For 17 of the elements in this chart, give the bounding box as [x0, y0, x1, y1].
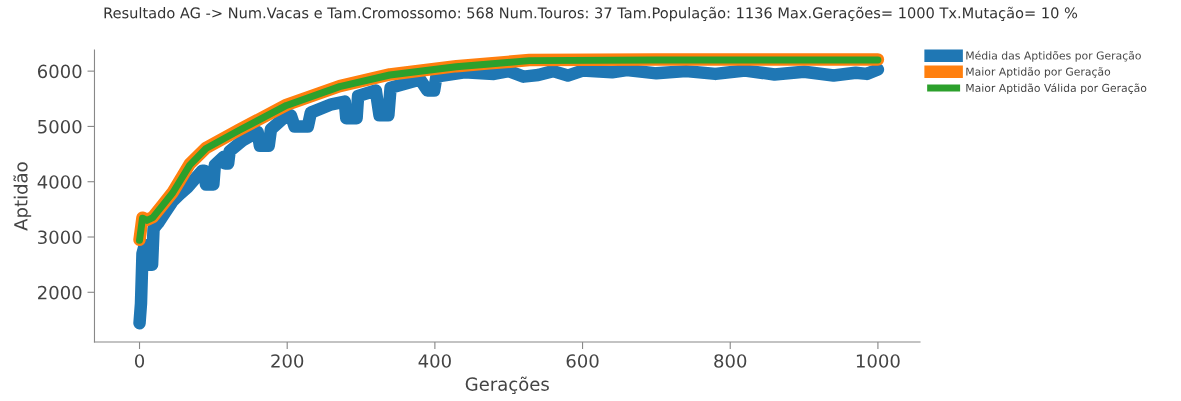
x-tick-label: 800 [714, 354, 747, 368]
x-tick-label: 600 [566, 354, 599, 368]
y-tick-label: 3000 [38, 230, 82, 245]
chart-title: Resultado AG -> Num.Vacas e Tam.Cromossomo: 568 Num.Touros: 37 Tam.População: 1136 Max.Gerações= 1000 Tx.Mutação= 10 % [104, 6, 1078, 22]
x-tick-label: 0 [134, 354, 145, 368]
legend-label: Maior Aptidão por Geração [966, 67, 1111, 78]
y-axis-title: Aptidão [13, 162, 32, 231]
x-tick-label: 1000 [856, 354, 900, 368]
legend-label: Maior Aptidão Válida por Geração [966, 83, 1147, 95]
legend-label: Média das Aptidões por Geração [966, 50, 1141, 62]
y-tick-label: 2000 [38, 285, 82, 300]
x-axis-title: Gerações [465, 376, 549, 395]
y-tick-label: 4000 [37, 175, 82, 189]
y-tick-label: 6000 [37, 64, 82, 79]
y-tick-label: 5000 [38, 119, 82, 134]
x-tick-label: 200 [271, 354, 304, 368]
x-tick-label: 400 [418, 354, 451, 368]
